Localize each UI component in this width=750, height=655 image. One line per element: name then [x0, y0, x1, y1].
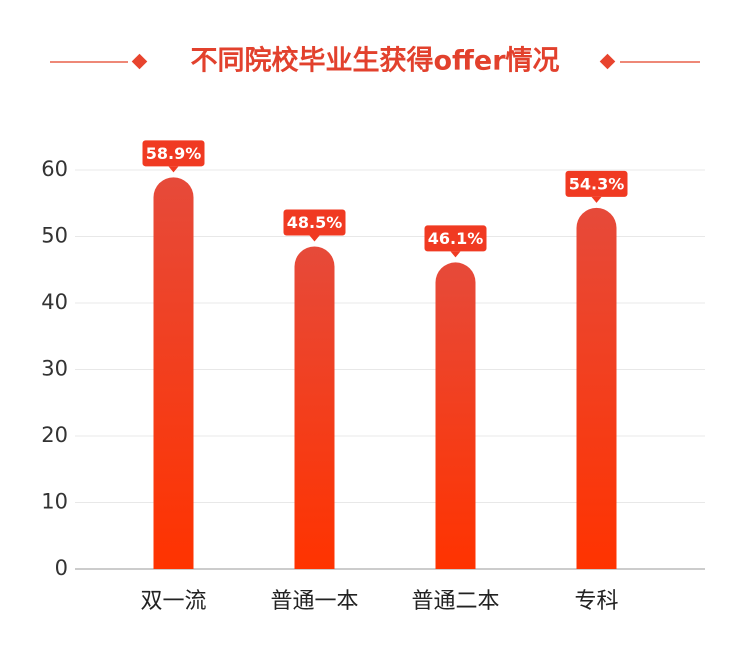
y-tick-label: 60	[41, 157, 68, 181]
y-tick-label: 0	[55, 556, 68, 580]
chart-title: 不同院校毕业生获得offer情况	[190, 45, 559, 77]
bar	[294, 246, 335, 569]
y-tick-label: 20	[41, 423, 68, 447]
bar	[576, 207, 617, 569]
y-tick-label: 50	[41, 224, 68, 248]
y-tick-label: 40	[41, 290, 68, 314]
y-tick-label: 30	[41, 357, 68, 381]
value-label-box	[565, 170, 628, 197]
x-tick-label: 普通二本	[411, 589, 499, 614]
title-diamond	[599, 53, 616, 70]
bar	[153, 177, 194, 569]
value-label-pointer	[168, 166, 179, 173]
value-label-box	[424, 225, 487, 252]
value-label: 54.3%	[569, 174, 625, 193]
value-label-pointer	[591, 196, 602, 203]
x-tick-label: 双一流	[140, 589, 206, 614]
x-tick-label: 专科	[574, 589, 618, 614]
title-diamond	[131, 53, 148, 70]
value-label-pointer	[450, 251, 461, 258]
value-label-box	[283, 209, 346, 236]
bar	[435, 262, 476, 569]
y-tick-label: 10	[41, 490, 68, 514]
value-label: 48.5%	[287, 213, 343, 232]
value-label: 46.1%	[428, 229, 484, 248]
value-label-pointer	[309, 235, 320, 242]
value-label: 58.9%	[146, 144, 202, 163]
x-tick-label: 普通一本	[270, 589, 358, 614]
value-label-box	[142, 140, 205, 167]
